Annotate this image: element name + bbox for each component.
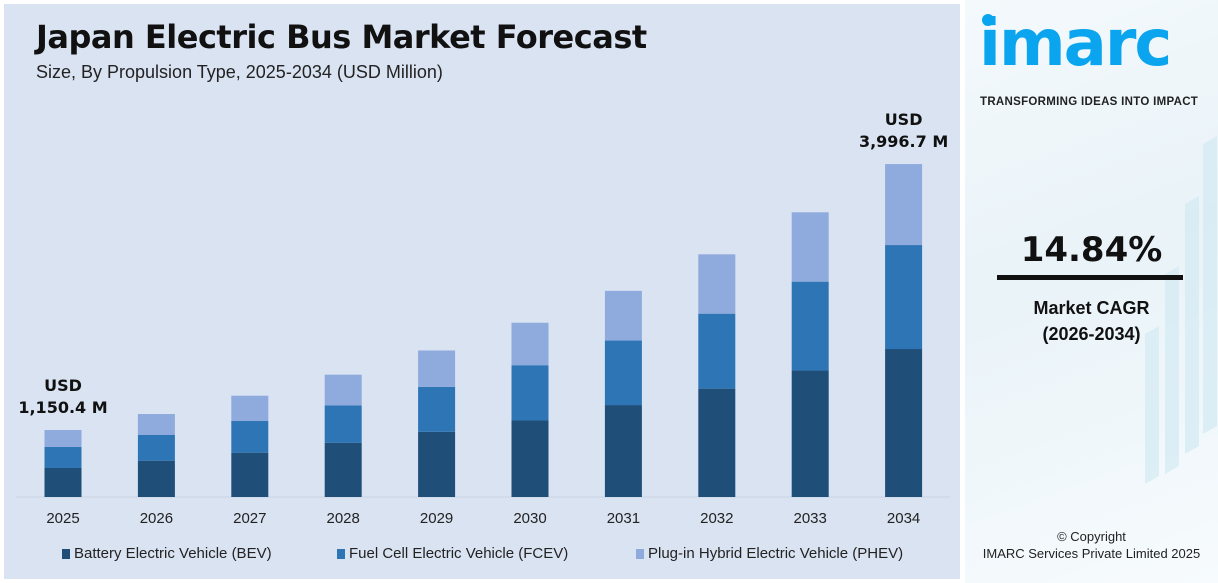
bar-segment-phev-2027	[231, 395, 269, 422]
bar-segment-phev-2025	[44, 430, 82, 447]
legend-swatch	[62, 548, 70, 559]
legend-item-phev: Plug-in Hybrid Electric Vehicle (PHEV)	[636, 545, 903, 562]
bar-segment-fcev-2029	[418, 386, 456, 432]
stacked-bar-chart: 2025 2026 2027 2028 2029 2030 2031 2032 2033 2034…	[16, 110, 950, 527]
bar-segment-bev-2028	[324, 442, 362, 497]
x-tick-label: 2029	[420, 510, 453, 527]
logo-text: imarc	[979, 7, 1172, 81]
legend-item-bev: Battery Electric Vehicle (BEV)	[62, 545, 272, 562]
chart-subtitle: Size, By Propulsion Type, 2025-2034 (USD…	[36, 62, 443, 82]
bar-segment-phev-2026	[137, 414, 175, 435]
bar-segment-bev-2031	[604, 405, 642, 497]
x-tick-label: 2031	[607, 510, 640, 527]
bar-segment-fcev-2033	[791, 281, 829, 371]
bar-segment-fcev-2028	[324, 405, 362, 443]
bar-segment-phev-2034	[885, 164, 923, 246]
logo-dot	[982, 14, 994, 26]
cagr-period: (2026-2034)	[1042, 324, 1141, 344]
x-tick-label: 2032	[700, 510, 733, 527]
chart-title: Japan Electric Bus Market Forecast	[36, 18, 647, 56]
x-tick-label: 2028	[327, 510, 360, 527]
legend-swatch	[636, 548, 644, 559]
x-tick-label: 2026	[140, 510, 173, 527]
bar-segment-fcev-2030	[511, 365, 549, 421]
bar-segment-fcev-2027	[231, 421, 269, 453]
bar-segment-phev-2030	[511, 322, 549, 366]
data-label: USD	[44, 376, 82, 395]
cagr-value: 14.84%	[1020, 230, 1163, 270]
bar-segment-bev-2029	[418, 431, 456, 497]
x-tick-label: 2033	[794, 510, 827, 527]
bar-segment-fcev-2034	[885, 245, 923, 350]
x-tick-label: 2025	[46, 510, 79, 527]
legend-label: Plug-in Hybrid Electric Vehicle (PHEV)	[648, 545, 904, 562]
bar-segment-fcev-2031	[604, 340, 642, 406]
bar-segment-phev-2028	[324, 374, 362, 406]
data-label: 1,150.4 M	[18, 398, 107, 417]
copyright-text: © Copyright	[1057, 529, 1126, 544]
bar-segment-bev-2033	[791, 370, 829, 497]
tagline: TRANSFORMING IDEAS INTO IMPACT	[980, 96, 1199, 108]
bar-segment-bev-2034	[885, 349, 923, 497]
divider	[997, 275, 1183, 280]
x-tick-label: 2027	[233, 510, 266, 527]
data-label: 3,996.7 M	[859, 132, 948, 151]
side-panel: imarc TRANSFORMING IDEAS INTO IMPACT 14.…	[965, 0, 1218, 583]
bar-segment-bev-2027	[231, 452, 269, 497]
bar-segment-bev-2026	[137, 460, 175, 497]
x-tick-label: 2034	[887, 510, 920, 527]
legend-swatch	[337, 548, 345, 559]
legend-label: Fuel Cell Electric Vehicle (FCEV)	[349, 545, 569, 562]
company-name: IMARC Services Private Limited 2025	[982, 546, 1201, 561]
cagr-label: Market CAGR (2026-2034)	[965, 295, 1218, 347]
bar-segment-bev-2032	[698, 388, 736, 497]
legend-label: Battery Electric Vehicle (BEV)	[74, 545, 272, 562]
bar-segment-fcev-2026	[137, 434, 175, 461]
bar-segment-fcev-2032	[698, 313, 736, 389]
bar-segment-phev-2032	[698, 254, 736, 314]
bar-segment-bev-2030	[511, 420, 549, 497]
x-tick-label: 2030	[513, 510, 546, 527]
bar-segment-phev-2029	[418, 350, 456, 387]
bar-segment-fcev-2025	[44, 446, 82, 468]
bar-segment-bev-2025	[44, 467, 82, 497]
bar-segment-phev-2033	[791, 212, 829, 282]
data-label: USD	[885, 110, 923, 129]
cagr-label-text: Market CAGR	[1033, 298, 1150, 318]
imarc-logo: imarc	[979, 12, 1172, 76]
bar-segment-phev-2031	[604, 290, 642, 341]
copyright: © Copyright IMARC Services Private Limit…	[965, 528, 1218, 562]
legend-item-fcev: Fuel Cell Electric Vehicle (FCEV)	[337, 545, 568, 562]
